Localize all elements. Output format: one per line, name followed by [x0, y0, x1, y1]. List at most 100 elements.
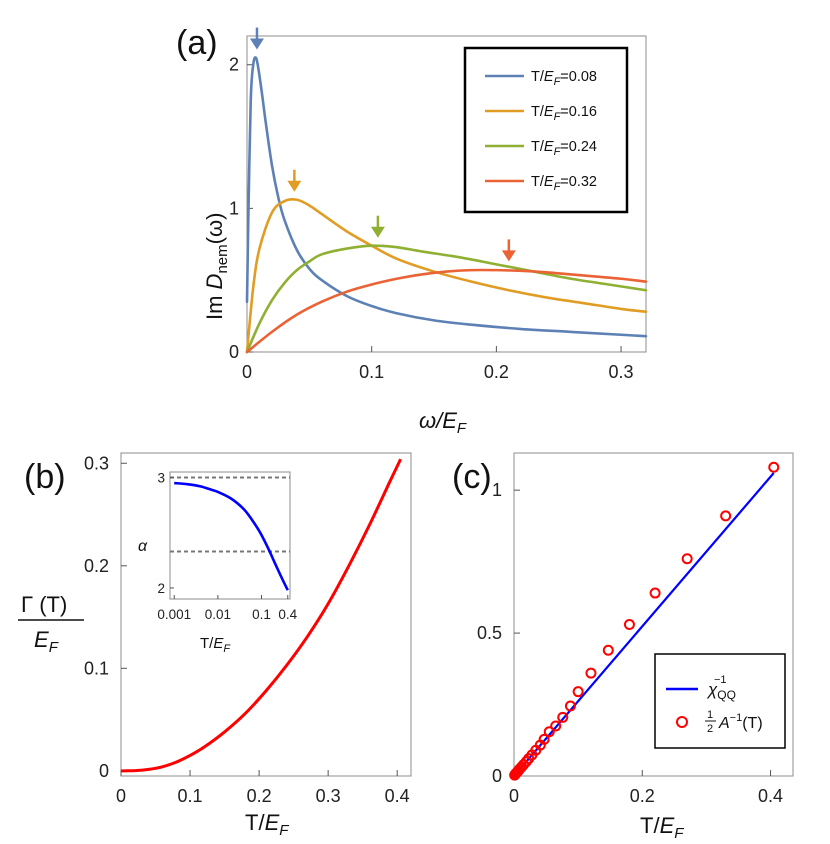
panel-c-series-line	[513, 472, 775, 777]
panel-a-peak-arrow-head-1	[287, 180, 302, 192]
panel-c-legend-label-a-denominator: 2	[707, 723, 713, 735]
panel-a-series	[245, 56, 648, 354]
panel-a-frame	[246, 35, 647, 353]
panel-b-xtick-label: 0.4	[385, 786, 410, 806]
panel-c-frame	[513, 452, 794, 777]
panel-a-xtick-label: 0.2	[484, 362, 509, 382]
panel-c-legend-label-chi: χQQ−1	[706, 674, 736, 702]
panel-c-data-point	[543, 726, 555, 738]
panel-c-ytick-label: 0.5	[477, 623, 502, 643]
panel-a-ytick-label: 2	[229, 55, 239, 75]
panel-a-series-line-2	[245, 244, 648, 354]
panel-b-xtick-label: 0.1	[178, 786, 203, 806]
panel-c-series	[509, 461, 780, 781]
panel-c-data-point	[681, 553, 693, 565]
panel-b-ylabel: Γ (T) EF	[18, 592, 84, 656]
panel-b-series-line-0	[120, 458, 402, 773]
panel-c-legend-box	[654, 653, 786, 749]
panel-a-series-line-1	[245, 198, 648, 354]
panel-a-legend-label-part: T/	[531, 69, 545, 85]
panel-a-series-line-3	[245, 268, 648, 354]
panel-b-axes: 0 0.1 0.2 0.3 0.4 0 0.1 0.2 0.3	[84, 452, 412, 806]
panel-c-data-point	[623, 619, 635, 631]
panel-a-xlabel: ω/EF	[419, 408, 467, 437]
panel-a-peak-arrow-head-2	[370, 226, 385, 238]
panel-b-xlabel: T/EF	[245, 810, 289, 839]
panel-c-data-point	[602, 644, 614, 656]
panel-a-legend-label-2: T/EF=0.24	[531, 139, 597, 158]
panel-a-legend-label-1: T/EF=0.16	[531, 104, 597, 123]
panel-b-series	[120, 458, 402, 773]
panel-a-legend-label-part: T/	[531, 104, 545, 120]
panel-b-inset-xtick-label: 0.01	[205, 607, 231, 622]
panel-b-inset-series-line-0	[174, 481, 289, 591]
panel-c-xtick-label: 0	[509, 786, 519, 806]
panel-a-peak-arrow-head-3	[501, 250, 516, 262]
panel-c-ytick-label: 0	[492, 766, 502, 786]
panel-a-ytick-label: 1	[229, 198, 239, 218]
panel-b-ytick-label: 0.3	[84, 453, 109, 473]
panel-c-data-point	[572, 686, 584, 698]
panel-a-legend-label-part: =0.32	[560, 174, 597, 190]
panel-a-xtick-label: 0	[242, 362, 252, 382]
panel-c-ytick-label: 1	[492, 480, 502, 500]
panel-a-axes: 0 0.1 0.2 0.3 0 1 2	[229, 35, 647, 382]
panel-b-inset-background	[146, 465, 294, 599]
panel-b-frame	[120, 452, 412, 777]
panel-a-ytick-label: 0	[229, 342, 239, 362]
panel-c-legend-label-a-numerator: 1	[707, 709, 713, 721]
panel-a-legend-label-part: E	[544, 104, 554, 120]
panel-a-legend-label-part: =0.16	[560, 104, 597, 120]
panel-b-inset-frame	[169, 471, 291, 600]
panel-c-xtick-label: 0.4	[758, 786, 783, 806]
panel-b-inset: 0.001 0.01 0.1 0.4 2 3 α T/EF	[138, 465, 298, 655]
panel-a-legend-label-part: T/	[531, 174, 545, 190]
panel-c-xlabel: T/EF	[640, 813, 684, 839]
panel-b-inset-xtick-label: 0.4	[278, 607, 297, 622]
panel-b-inset-xtick-label: 0.1	[252, 607, 271, 622]
panel-c-xtick-label: 0.2	[630, 786, 655, 806]
panel-a-peak-arrows	[249, 27, 516, 262]
panel-a-legend-label-3: T/EF=0.32	[531, 174, 597, 193]
panel-a-legend-label-0: T/EF=0.08	[531, 69, 597, 88]
panel-a-xtick-label: 0.3	[609, 362, 634, 382]
panel-a-legend-label-part: =0.08	[560, 69, 597, 85]
panel-b-inset-series	[174, 481, 289, 591]
panel-c-legend-label-a-text: A−1(T)	[718, 712, 763, 732]
panel-a-series-line-0	[245, 56, 648, 338]
panel-a-legend: T/EF=0.08T/EF=0.16T/EF=0.24T/EF=0.32	[463, 46, 629, 214]
panel-a-legend-label-part: F	[554, 111, 562, 123]
panel-c-data-point	[538, 733, 550, 745]
panel-c-data-point	[768, 461, 780, 473]
panel-a-legend-label-part: F	[554, 76, 562, 88]
panel-c-data-point	[649, 587, 661, 599]
panel-a-legend-label-part: E	[544, 174, 554, 190]
panel-c: (c) 0 0.2 0.4 0 0.5 1 T/EF χQQ−1 1 2 A−1(T)	[452, 452, 794, 842]
panel-b-ylabel-denominator: EF	[34, 627, 59, 656]
panel-a-legend-label-part: E	[544, 139, 554, 155]
panel-b-xtick-label: 0.2	[247, 786, 272, 806]
panel-a-ylabel: Im Dnem(ω)	[202, 213, 231, 320]
panel-a-legend-items: T/EF=0.08T/EF=0.16T/EF=0.24T/EF=0.32	[485, 69, 597, 193]
panel-b-xtick-label: 0	[116, 786, 126, 806]
panel-b-ytick-label: 0.1	[84, 658, 109, 678]
panel-b-ytick-label: 0	[99, 761, 109, 781]
panel-c-label: (c)	[452, 458, 492, 496]
panel-c-legend: χQQ−1 1 2 A−1(T)	[654, 653, 786, 749]
panel-b-ytick-label: 0.2	[84, 556, 109, 576]
panel-a-peak-arrow-head-0	[249, 38, 264, 50]
panel-c-data-point	[564, 700, 576, 712]
panel-a-xtick-label: 0.1	[359, 362, 384, 382]
panel-b-inset-xlabel: T/EF	[200, 635, 231, 655]
panel-c-axes: 0 0.2 0.4 0 0.5 1	[477, 452, 794, 806]
panel-c-legend-marker-swatch	[676, 716, 688, 728]
panel-b-label: (b)	[24, 458, 66, 496]
panel-b-ylabel-numerator: Γ (T)	[21, 592, 67, 617]
panel-a-legend-label-part: F	[554, 181, 562, 193]
panel-b: (b) 0 0.1 0.2 0.3 0.4 0 0.1 0.2 0.3 Γ (T) EF T/E…	[18, 452, 412, 839]
panel-b-inset-xtick-label: 0.001	[157, 607, 191, 622]
panel-c-data-point	[550, 720, 562, 732]
panel-a-legend-label-part: F	[554, 146, 562, 158]
